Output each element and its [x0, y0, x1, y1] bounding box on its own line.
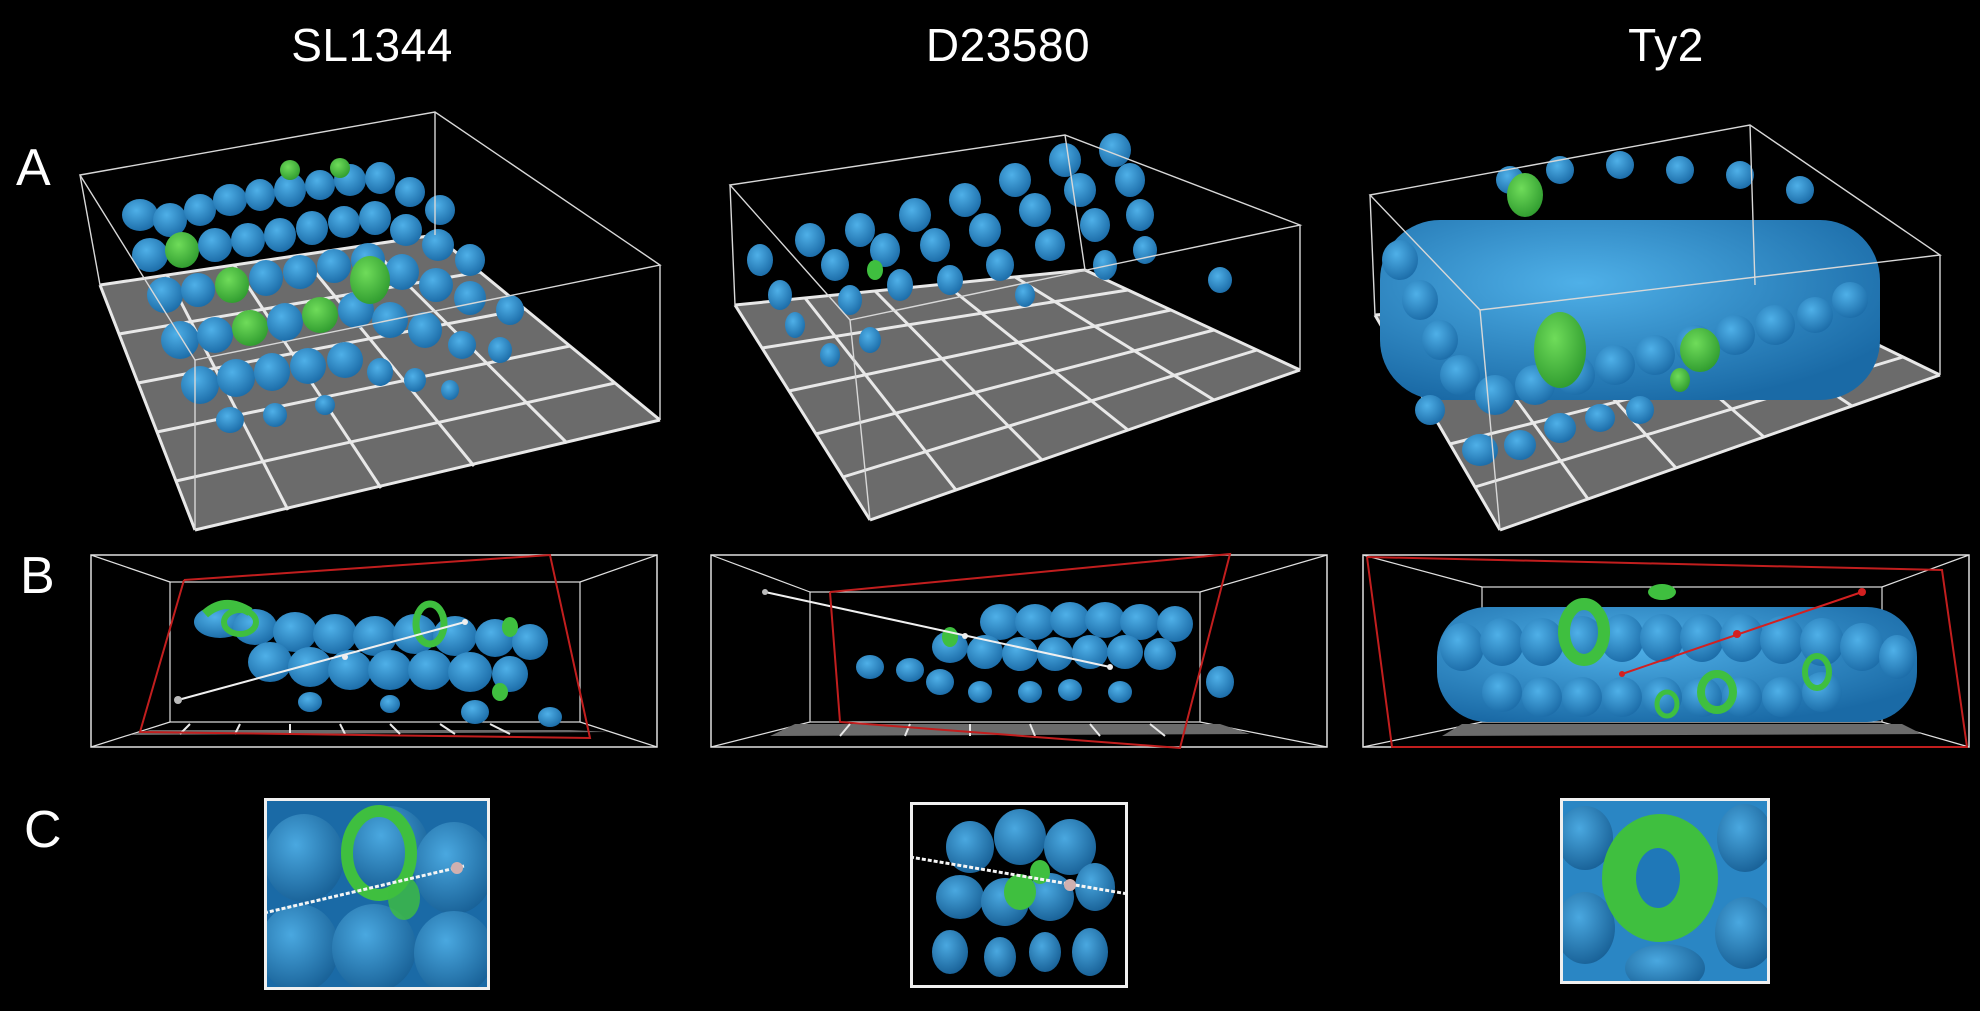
inner-frame [169, 581, 581, 723]
panel-a-ty2 [1360, 100, 1960, 540]
measure-point [174, 696, 182, 704]
panel-c-sl1344 [264, 798, 490, 990]
side-view-d23580 [710, 552, 1328, 750]
panel-b-ty2 [1362, 552, 1972, 750]
infected-cell [1004, 874, 1036, 910]
measure-point [762, 589, 768, 595]
measure-line [764, 591, 1111, 668]
zoom-d23580 [910, 802, 1128, 988]
3d-render-sl1344 [78, 111, 662, 532]
cell-cluster [856, 602, 1234, 703]
measure-line [1621, 591, 1863, 675]
cell-cluster [122, 158, 524, 433]
measure-line [910, 855, 1128, 896]
zoom-sl1344 [264, 798, 490, 990]
measure-line [264, 864, 465, 915]
inset-frame [1560, 798, 1770, 984]
outer-frame [710, 554, 1328, 748]
panel-b-sl1344 [90, 552, 660, 750]
column-title-sl1344: SL1344 [291, 19, 453, 71]
3d-render-d23580 [728, 133, 1303, 522]
clipping-plane [138, 553, 592, 740]
clipping-plane [829, 552, 1232, 750]
inset-frame [910, 802, 1128, 988]
panel-a-sl1344 [70, 100, 670, 540]
infected-cell [341, 805, 417, 901]
measure-point [1107, 664, 1113, 670]
side-view-sl1344 [90, 553, 658, 748]
floor-grid [770, 724, 1250, 736]
row-label-c: C [24, 801, 62, 859]
floor-grid [1442, 724, 1922, 736]
column-title-ty2: Ty2 [1628, 19, 1704, 71]
cell-cluster [194, 600, 562, 727]
zoom-ty2 [1560, 798, 1770, 984]
measure-point [451, 862, 463, 874]
measure-point [1733, 630, 1741, 638]
row-label-a: A [16, 139, 51, 197]
cell-cluster [747, 133, 1232, 367]
panel-b-d23580 [710, 552, 1330, 750]
cell-cluster [1437, 584, 1917, 722]
clipping-plane [1366, 556, 1969, 748]
measure-point [462, 619, 468, 625]
column-title-d23580: D23580 [925, 19, 1091, 71]
outer-frame [90, 554, 658, 748]
panel-c-ty2 [1560, 798, 1770, 984]
row-label-b: B [20, 547, 55, 605]
panel-c-d23580 [910, 802, 1128, 988]
inner-frame [809, 591, 1201, 723]
bounding-box [1368, 124, 1942, 531]
bounding-box [78, 111, 662, 530]
measure-point [1619, 671, 1625, 677]
inset-frame [264, 798, 490, 990]
bounding-box [728, 134, 1303, 521]
measure-point [1064, 879, 1076, 891]
measure-point [1858, 588, 1866, 596]
grid-lines [733, 268, 1301, 522]
measure-point [342, 654, 348, 660]
panel-a-d23580 [720, 120, 1320, 540]
3d-render-ty2 [1368, 124, 1942, 532]
measure-point [962, 633, 968, 639]
measure-line [177, 621, 466, 701]
side-view-ty2 [1362, 554, 1970, 748]
